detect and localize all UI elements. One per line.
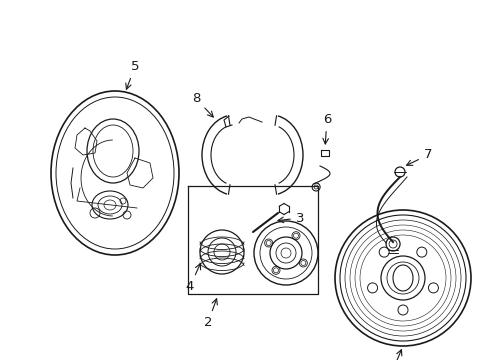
Text: 8: 8: [191, 92, 213, 117]
Text: 2: 2: [203, 299, 217, 329]
Text: 3: 3: [277, 211, 304, 225]
Text: 7: 7: [406, 148, 431, 165]
Text: 4: 4: [185, 264, 200, 293]
Text: 1: 1: [386, 350, 401, 360]
Text: 5: 5: [125, 60, 139, 89]
Text: 6: 6: [322, 113, 330, 144]
